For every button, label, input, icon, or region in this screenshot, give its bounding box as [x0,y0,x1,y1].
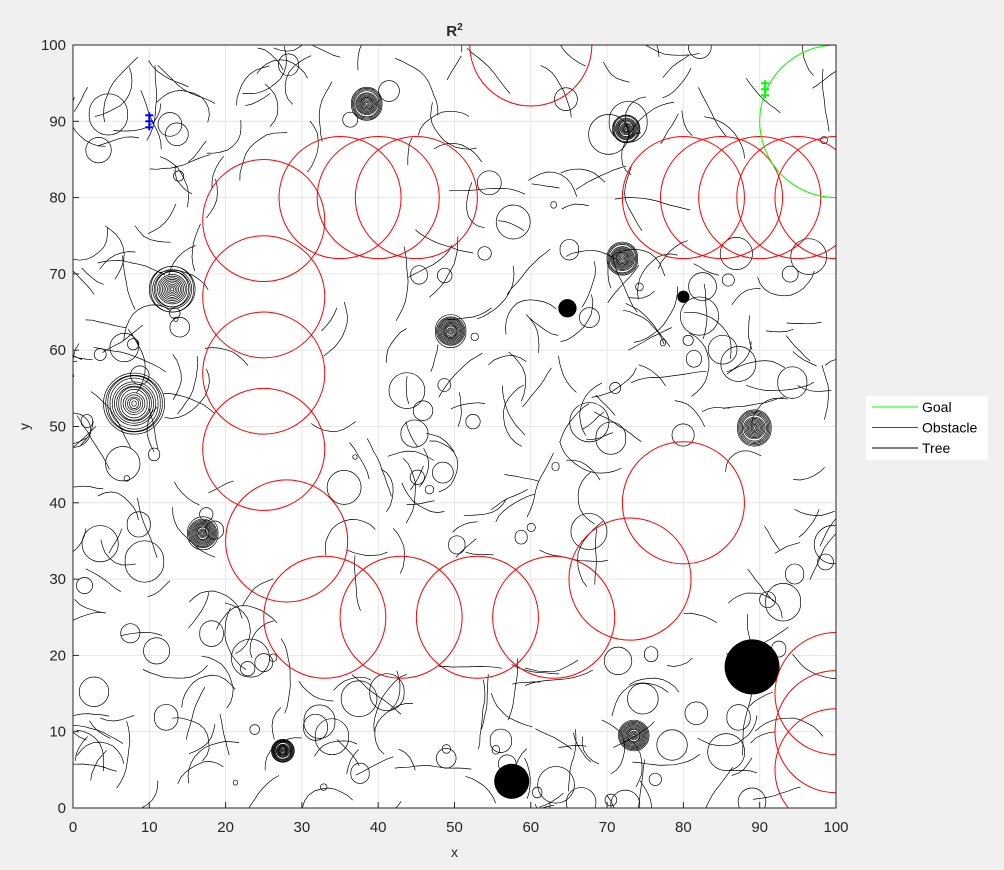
legend-label: Goal [922,399,952,415]
y-tick-label: 70 [49,266,66,283]
tree-filled-cluster [677,290,690,303]
tree-spiral-cluster [148,266,196,313]
obstacle-circle [316,136,440,260]
obstacle-circle [278,136,402,260]
y-tick-label: 20 [49,647,66,664]
obstacle-circle [660,136,784,260]
y-tick-label: 30 [49,571,66,588]
tree-spiral-cluster [351,86,383,121]
tree-spiral-cluster [606,241,638,276]
y-tick-label: 80 [49,190,66,207]
goal-circle [759,45,836,199]
tree-loops [73,45,836,808]
y-tick-label: 50 [49,419,66,436]
obstacle-circle [774,136,836,260]
obstacle-circle [339,555,463,679]
legend-label: Obstacle [922,420,977,436]
goal-marker [761,80,770,99]
x-tick-label: 100 [823,819,848,836]
goal-series [759,45,836,199]
obstacle-circle [225,479,349,603]
tree-series [73,45,836,808]
y-axis-label: y [16,423,32,430]
obstacle-circle [415,555,539,679]
tree-spiral-cluster [618,719,650,752]
obstacle-circle [698,136,822,260]
x-tick-label: 40 [370,819,387,836]
y-tick-label: 90 [49,113,66,130]
obstacle-circle [469,45,593,107]
tree-strands [73,45,836,808]
obstacle-circle [621,136,745,260]
obstacle-circle [354,136,478,260]
tree-spiral-cluster [435,314,467,348]
x-tick-label: 70 [599,819,616,836]
obstacle-circle [774,708,836,808]
legend: Goal Obstacle Tree [866,396,988,460]
y-axis-ticks: 0 10 20 30 40 50 60 70 80 90 100 [41,37,79,817]
obstacle-circle [736,136,836,260]
x-tick-label: 10 [141,819,158,836]
chart-title-superscript: 2 [457,22,463,33]
x-tick-label: 30 [294,819,311,836]
markers [145,80,770,131]
tree-filled-cluster [494,763,530,799]
obstacle-series [202,45,836,808]
chart-title: R2 [446,22,463,40]
obstacle-circle [774,670,836,794]
start-marker [145,112,154,131]
obstacle-circle [202,158,326,283]
tree-spiral-cluster [187,516,219,551]
tree-filled-cluster [724,639,780,695]
legend-label: Tree [922,440,950,456]
obstacle-circle [263,555,387,679]
obstacle-circle [492,555,616,679]
x-tick-label: 80 [675,819,692,836]
x-tick-label: 0 [69,819,77,836]
tree-spiral-cluster [737,409,772,447]
obstacle-circle [621,441,745,565]
obstacle-circle [568,517,692,641]
x-axis-label: x [451,844,458,860]
tree-spiral-cluster [271,739,295,763]
y-tick-label: 100 [41,37,66,54]
x-tick-label: 20 [217,819,234,836]
y-tick-label: 0 [58,800,66,817]
x-tick-label: 60 [522,819,539,836]
y-tick-label: 60 [49,342,66,359]
obstacle-circle [202,235,326,359]
tree-spiral-cluster [612,114,641,144]
chart-title-main: R [446,23,457,40]
obstacle-circle [202,387,326,511]
tree-filled-cluster [558,299,577,318]
y-tick-label: 40 [49,495,66,512]
x-tick-label: 90 [751,819,768,836]
x-tick-label: 50 [446,819,463,836]
obstacle-circle [202,311,326,435]
tree-spiral-cluster [103,372,165,435]
y-tick-label: 10 [49,724,66,741]
obstacle-circle [774,632,836,756]
x-axis-ticks: 0 10 20 30 40 50 60 70 80 90 100 [69,802,849,836]
